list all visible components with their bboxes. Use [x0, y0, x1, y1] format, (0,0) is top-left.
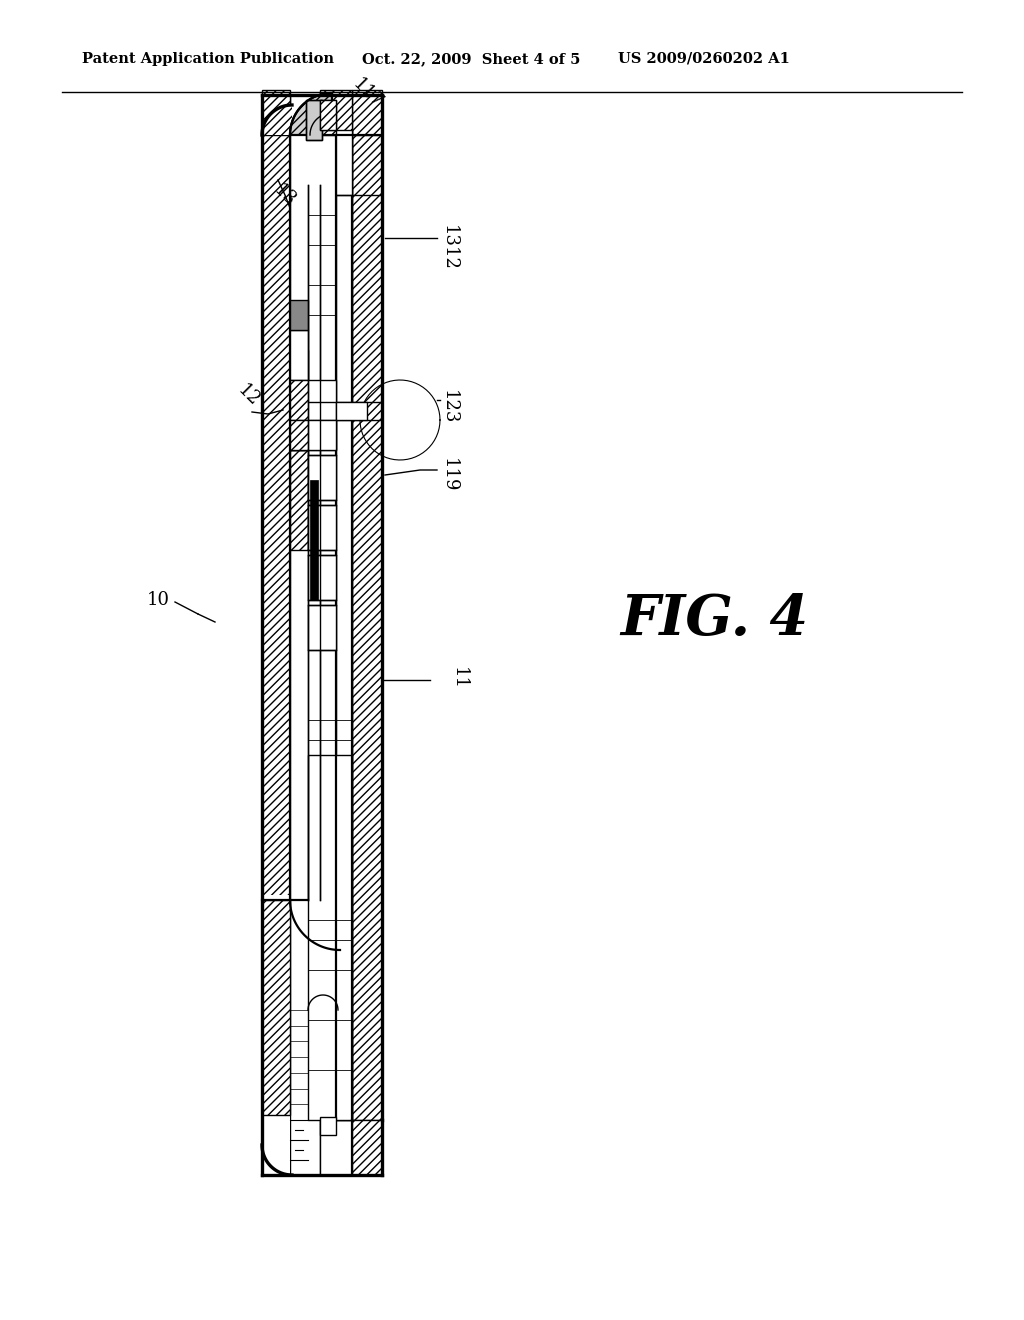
Text: 119: 119	[440, 458, 458, 492]
Bar	[290, 380, 308, 450]
Text: 13: 13	[270, 181, 299, 210]
Text: 10: 10	[147, 591, 170, 609]
Bar	[319, 100, 336, 129]
Bar	[319, 1119, 382, 1175]
Bar	[319, 1119, 352, 1175]
Bar	[352, 90, 382, 135]
Wedge shape	[290, 92, 332, 135]
Text: Oct. 22, 2009  Sheet 4 of 5: Oct. 22, 2009 Sheet 4 of 5	[362, 51, 581, 66]
Text: US 2009/0260202 A1: US 2009/0260202 A1	[618, 51, 790, 66]
Bar	[336, 403, 367, 420]
Bar	[306, 100, 322, 140]
Bar	[262, 95, 290, 900]
Bar	[290, 330, 308, 380]
Bar	[319, 90, 352, 135]
Bar	[336, 135, 352, 1119]
Bar	[352, 95, 382, 1119]
Bar	[290, 380, 336, 450]
Bar	[290, 420, 336, 450]
Bar	[262, 900, 290, 1175]
Text: FIG. 4: FIG. 4	[620, 593, 808, 648]
Text: 117: 117	[349, 75, 386, 112]
Text: 1312: 1312	[440, 224, 458, 271]
Bar	[308, 605, 336, 649]
Bar	[290, 420, 308, 450]
Bar	[308, 755, 352, 1119]
Bar	[262, 900, 290, 1115]
Polygon shape	[262, 106, 292, 135]
Bar	[308, 506, 336, 550]
Text: 123: 123	[440, 389, 458, 424]
Text: 11: 11	[450, 667, 468, 690]
Wedge shape	[262, 106, 292, 135]
Bar	[319, 100, 336, 129]
Bar	[262, 895, 290, 1175]
Bar	[290, 350, 308, 550]
Text: Patent Application Publication: Patent Application Publication	[82, 51, 334, 66]
Bar	[308, 455, 336, 500]
Text: 12: 12	[234, 381, 263, 411]
Bar	[336, 129, 352, 195]
Bar	[319, 1117, 336, 1135]
Bar	[310, 480, 318, 601]
Bar	[306, 100, 322, 140]
Bar	[262, 90, 290, 135]
Bar	[290, 300, 308, 330]
Polygon shape	[290, 92, 332, 135]
Bar	[308, 554, 336, 601]
